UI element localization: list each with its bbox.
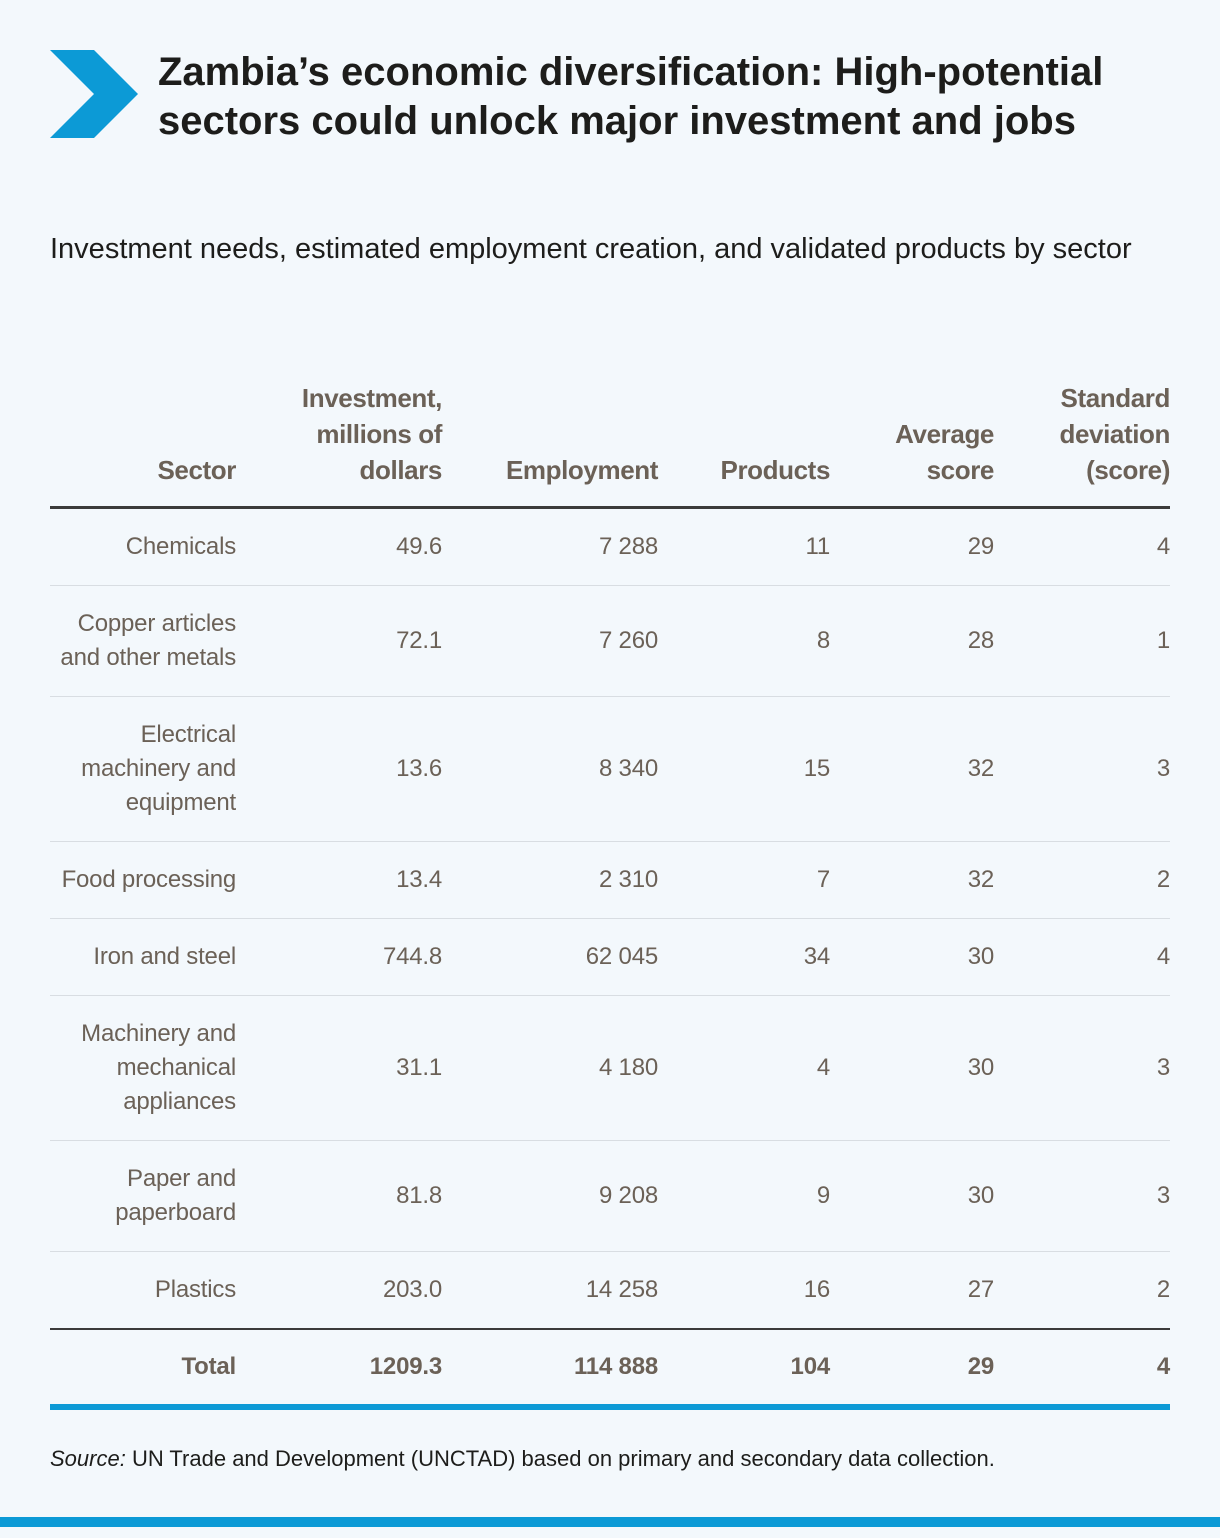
total-cell-average-score: 29 [830,1328,994,1410]
table-row: Food processing 13.4 2 310 7 32 2 [50,841,1170,919]
cell-products: 9 [658,1140,830,1252]
cell-products: 11 [658,507,830,586]
table-body: Chemicals 49.6 7 288 11 29 4 Copper articles an… [50,507,1170,1410]
total-cell-products: 104 [658,1328,830,1410]
table-header-row: Sector Investment, millions of dollars Emplo… [50,380,1170,509]
cell-std-dev: 3 [994,696,1170,842]
header-investment: Investment, millions of dollars [236,380,442,509]
table-row: Electrical machinery and equipment 13.6 8 34… [50,696,1170,842]
total-cell-sector: Total [50,1328,236,1410]
data-table: Sector Investment, millions of dollars Emplo… [50,380,1170,1410]
table-row: Iron and steel 744.8 62 045 34 30 4 [50,918,1170,996]
cell-products: 34 [658,918,830,996]
cell-employment: 9 208 [442,1140,658,1252]
cell-employment: 14 258 [442,1251,658,1330]
source-label: Source: [50,1446,126,1471]
cell-products: 15 [658,696,830,842]
chart-subtitle: Investment needs, estimated employment c… [50,233,1132,265]
cell-std-dev: 4 [994,918,1170,996]
cell-average-score: 32 [830,696,994,842]
cell-sector: Machinery and mechanical appliances [50,995,236,1141]
cell-products: 7 [658,841,830,919]
total-cell-investment: 1209.3 [236,1328,442,1410]
cell-average-score: 32 [830,841,994,919]
cell-std-dev: 2 [994,841,1170,919]
header-employment: Employment [442,380,658,509]
cell-products: 16 [658,1251,830,1330]
cell-investment: 49.6 [236,507,442,586]
cell-products: 8 [658,585,830,697]
header-sector: Sector [50,380,236,509]
cell-average-score: 30 [830,1140,994,1252]
cell-average-score: 30 [830,995,994,1141]
data-table-container: Sector Investment, millions of dollars Emplo… [50,380,1170,1410]
cell-sector: Iron and steel [50,918,236,996]
cell-employment: 7 288 [442,507,658,586]
cell-sector: Food processing [50,841,236,919]
cell-std-dev: 2 [994,1251,1170,1330]
cell-sector: Paper and paperboard [50,1140,236,1252]
total-cell-std-dev: 4 [994,1328,1170,1410]
header-standard-deviation: Standard deviation (score) [994,380,1170,509]
cell-sector: Electrical machinery and equipment [50,696,236,842]
cell-products: 4 [658,995,830,1141]
cell-employment: 7 260 [442,585,658,697]
cell-employment: 62 045 [442,918,658,996]
chevron-right-icon [50,50,138,138]
cell-investment: 13.4 [236,841,442,919]
cell-investment: 72.1 [236,585,442,697]
table-row: Paper and paperboard 81.8 9 208 9 30 3 [50,1140,1170,1252]
table-row: Copper articles and other metals 72.1 7 260… [50,585,1170,697]
cell-average-score: 27 [830,1251,994,1330]
cell-std-dev: 4 [994,507,1170,586]
cell-investment: 744.8 [236,918,442,996]
header-average-score: Average score [830,380,994,509]
cell-employment: 2 310 [442,841,658,919]
chart-title: Zambia’s economic diversification: High-… [158,50,1104,143]
cell-average-score: 29 [830,507,994,586]
cell-investment: 203.0 [236,1251,442,1330]
cell-investment: 31.1 [236,995,442,1141]
cell-employment: 4 180 [442,995,658,1141]
table-total-row: Total 1209.3 114 888 104 29 4 [50,1328,1170,1410]
source-text: UN Trade and Development (UNCTAD) based … [125,1446,995,1471]
cell-employment: 8 340 [442,696,658,842]
cell-investment: 81.8 [236,1140,442,1252]
total-cell-employment: 114 888 [442,1328,658,1410]
header-products: Products [658,380,830,509]
cell-average-score: 30 [830,918,994,996]
cell-std-dev: 3 [994,1140,1170,1252]
cell-investment: 13.6 [236,696,442,842]
table-row: Plastics 203.0 14 258 16 27 2 [50,1251,1170,1330]
cell-std-dev: 3 [994,995,1170,1141]
cell-sector: Plastics [50,1251,236,1330]
cell-average-score: 28 [830,585,994,697]
cell-sector: Copper articles and other metals [50,585,236,697]
table-row: Machinery and mechanical appliances 31.1 4 1… [50,995,1170,1141]
bottom-accent-bar [0,1517,1220,1527]
source-note: Source: UN Trade and Development (UNCTAD… [50,1444,1180,1474]
table-row: Chemicals 49.6 7 288 11 29 4 [50,507,1170,586]
cell-sector: Chemicals [50,507,236,586]
cell-std-dev: 1 [994,585,1170,697]
